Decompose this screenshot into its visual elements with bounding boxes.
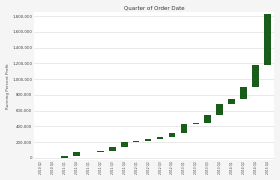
Bar [157, 137, 163, 139]
Bar [193, 123, 199, 124]
Title: Quarter of Order Date: Quarter of Order Date [124, 6, 185, 11]
Bar [121, 141, 128, 147]
Bar [181, 124, 187, 133]
Bar [145, 139, 151, 141]
Bar [109, 147, 116, 151]
Bar [240, 87, 247, 98]
Bar [61, 156, 68, 158]
Y-axis label: Running Percent Profit: Running Percent Profit [6, 63, 10, 109]
Bar [73, 152, 80, 156]
Bar [216, 104, 223, 115]
Bar [228, 98, 235, 104]
Bar [169, 133, 175, 137]
Bar [252, 65, 259, 87]
Bar [264, 14, 270, 65]
Bar [204, 115, 211, 123]
Bar [97, 151, 104, 152]
